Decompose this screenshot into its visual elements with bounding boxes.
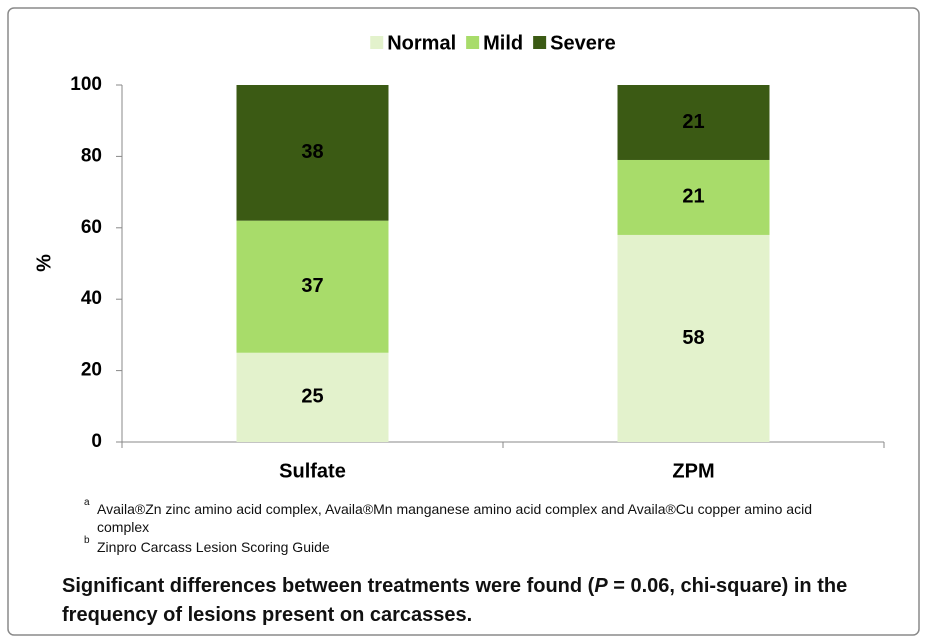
data-label: 21: [682, 186, 704, 208]
bar-segment: [236, 220, 389, 353]
bar-segment: [236, 85, 389, 221]
footnote: Availa®Zn zinc amino acid complex, Avail…: [97, 501, 812, 535]
data-label: 58: [682, 327, 704, 349]
y-tick-label: 40: [81, 288, 102, 309]
data-label: 38: [301, 141, 323, 163]
bar-segment: [617, 85, 770, 160]
conclusion-text: = 0.06, chi-square) in the frequency of …: [62, 575, 848, 626]
footnote-marker: b: [84, 535, 90, 546]
y-tick-label: 100: [70, 74, 102, 95]
legend-label: Mild: [483, 32, 523, 54]
legend-swatch: [533, 36, 547, 49]
footnote-marker: a: [84, 497, 90, 508]
legend-label: Normal: [387, 32, 456, 54]
conclusion-text: Significant differences between treatmen…: [62, 575, 595, 597]
bar-segment: [236, 352, 389, 442]
y-tick-label: 60: [81, 217, 102, 238]
legend-label: Severe: [550, 32, 616, 54]
data-label: 21: [682, 111, 704, 133]
conclusion: Significant differences between treatmen…: [62, 572, 862, 630]
y-axis-label: %: [33, 254, 55, 272]
bar-segment: [617, 234, 770, 442]
y-tick-label: 80: [81, 145, 102, 166]
x-tick-label: Sulfate: [279, 460, 346, 482]
data-label: 25: [301, 386, 323, 408]
conclusion-italic: P: [594, 575, 608, 597]
x-tick-label: ZPM: [672, 460, 714, 482]
frame: [7, 7, 920, 636]
y-tick-label: 0: [91, 431, 102, 452]
footnote: Zinpro Carcass Lesion Scoring Guide: [97, 539, 330, 555]
legend-swatch: [370, 36, 384, 49]
data-label: 37: [301, 275, 323, 297]
y-tick-label: 20: [81, 360, 102, 381]
legend-swatch: [466, 36, 480, 49]
bar-segment: [617, 159, 770, 235]
